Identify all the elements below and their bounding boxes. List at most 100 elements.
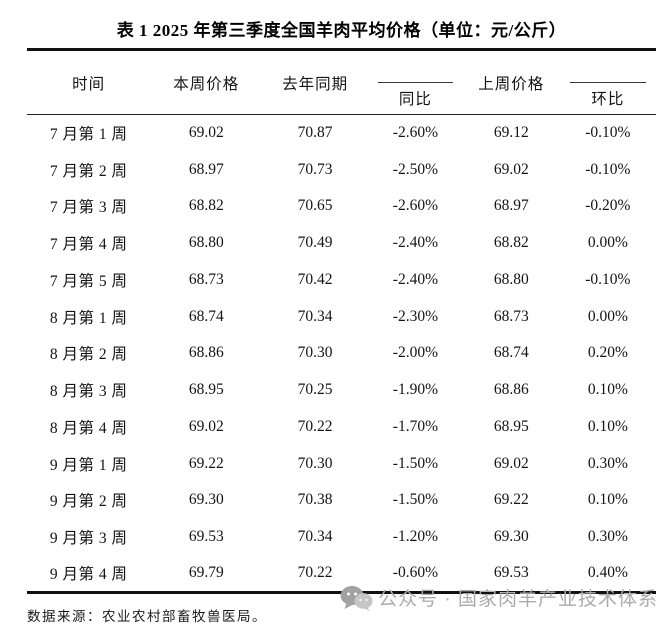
col-header-wow: 环比 bbox=[591, 91, 625, 109]
row-label: 7 月第 5 周 bbox=[49, 272, 128, 290]
cell-value: 69.22 bbox=[493, 491, 529, 509]
cell-value: 68.95 bbox=[188, 381, 224, 399]
wow-overline-cell bbox=[560, 50, 656, 83]
cell-value: 68.86 bbox=[188, 344, 224, 362]
col-header-time: 时间 bbox=[72, 75, 106, 93]
cell-value: 70.30 bbox=[297, 344, 333, 362]
cell-value: 68.73 bbox=[493, 307, 529, 325]
cell-value: 70.65 bbox=[297, 197, 333, 215]
cell-value: -2.00% bbox=[392, 344, 438, 362]
table-row: 9 月第 3 周 69.53 70.34 -1.20% 69.30 0.30% bbox=[27, 519, 656, 556]
wechat-icon bbox=[340, 585, 373, 611]
cell-value: 70.87 bbox=[297, 124, 333, 142]
watermark-text: 公众号 · 国家肉羊产业技术体系 bbox=[378, 589, 658, 610]
cell-value: -0.10% bbox=[585, 124, 631, 142]
row-label: 7 月第 1 周 bbox=[49, 126, 128, 144]
cell-value: 0.10% bbox=[587, 417, 628, 435]
table-row: 7 月第 2 周 68.97 70.73 -2.50% 69.02 -0.10% bbox=[27, 151, 656, 188]
row-label: 8 月第 4 周 bbox=[49, 419, 128, 437]
table-row: 8 月第 3 周 68.95 70.25 -1.90% 68.86 0.10% bbox=[27, 372, 656, 409]
table-row: 9 月第 2 周 69.30 70.38 -1.50% 69.22 0.10% bbox=[27, 482, 656, 519]
cell-value: -2.40% bbox=[392, 270, 438, 288]
cell-value: 0.10% bbox=[587, 381, 628, 399]
cell-value: 69.30 bbox=[188, 491, 224, 509]
cell-value: 68.82 bbox=[493, 234, 529, 252]
cell-value: 70.34 bbox=[297, 307, 333, 325]
cell-value: 70.49 bbox=[297, 234, 333, 252]
cell-value: 0.00% bbox=[587, 307, 628, 325]
table-row: 7 月第 4 周 68.80 70.49 -2.40% 68.82 0.00% bbox=[27, 225, 656, 262]
cell-value: 70.22 bbox=[297, 564, 333, 582]
cell-value: 68.97 bbox=[493, 197, 529, 215]
cell-value: -2.60% bbox=[392, 197, 438, 215]
cell-value: 69.12 bbox=[493, 124, 529, 142]
table-row: 7 月第 1 周 69.02 70.87 -2.60% 69.12 -0.10% bbox=[27, 115, 656, 152]
cell-value: 68.82 bbox=[188, 197, 224, 215]
cell-value: 0.30% bbox=[587, 528, 628, 546]
cell-value: 68.80 bbox=[493, 270, 529, 288]
table-row: 8 月第 4 周 69.02 70.22 -1.70% 68.95 0.10% bbox=[27, 409, 656, 446]
cell-value: 69.79 bbox=[188, 564, 224, 582]
table-row: 8 月第 2 周 68.86 70.30 -2.00% 68.74 0.20% bbox=[27, 335, 656, 372]
col-header-yoy: 同比 bbox=[398, 91, 432, 109]
row-label: 9 月第 2 周 bbox=[49, 493, 128, 511]
cell-value: -0.60% bbox=[392, 564, 438, 582]
data-source-note: 数据来源：农业农村部畜牧兽医局。 bbox=[27, 609, 267, 624]
row-label: 8 月第 2 周 bbox=[49, 346, 128, 364]
row-label: 7 月第 4 周 bbox=[49, 236, 128, 254]
cell-value: -2.60% bbox=[392, 124, 438, 142]
cell-value: 68.80 bbox=[188, 234, 224, 252]
cell-value: 69.02 bbox=[188, 124, 224, 142]
cell-value: 70.25 bbox=[297, 381, 333, 399]
cell-value: 69.53 bbox=[493, 564, 529, 582]
table-title: 表 1 2025 年第三季度全国羊肉平均价格（单位：元/公斤） bbox=[116, 21, 567, 40]
cell-value: -1.20% bbox=[392, 528, 438, 546]
table-row: 7 月第 5 周 68.73 70.42 -2.40% 68.80 -0.10% bbox=[27, 262, 656, 299]
cell-value: -2.50% bbox=[392, 160, 438, 178]
cell-value: 69.02 bbox=[493, 454, 529, 472]
cell-value: -1.70% bbox=[392, 417, 438, 435]
header-row-top: 时间 本周价格 去年同期 上周价格 bbox=[27, 50, 656, 93]
row-label: 9 月第 4 周 bbox=[49, 566, 128, 584]
col-header-last-week-price: 上周价格 bbox=[478, 75, 545, 93]
table-row: 7 月第 3 周 68.82 70.65 -2.60% 68.97 -0.20% bbox=[27, 188, 656, 225]
cell-value: 70.38 bbox=[297, 491, 333, 509]
cell-value: 0.10% bbox=[587, 491, 628, 509]
header-row-bottom: 同比 环比 bbox=[27, 83, 656, 115]
cell-value: -1.50% bbox=[392, 454, 438, 472]
cell-value: -0.10% bbox=[585, 160, 631, 178]
cell-value: 70.22 bbox=[297, 417, 333, 435]
row-label: 7 月第 3 周 bbox=[49, 199, 128, 217]
cell-value: 69.02 bbox=[188, 417, 224, 435]
cell-value: 69.02 bbox=[493, 160, 529, 178]
row-label: 7 月第 2 周 bbox=[49, 162, 128, 180]
cell-value: 70.73 bbox=[297, 160, 333, 178]
price-table-container: 时间 本周价格 去年同期 上周价格 同比 环比 7 月第 1 周 69.02 70.… bbox=[27, 48, 656, 594]
col-header-this-week-price: 本周价格 bbox=[173, 75, 240, 93]
cell-value: 70.34 bbox=[297, 528, 333, 546]
row-label: 8 月第 3 周 bbox=[49, 383, 128, 401]
cell-value: -1.90% bbox=[392, 381, 438, 399]
table-row: 8 月第 1 周 68.74 70.34 -2.30% 68.73 0.00% bbox=[27, 298, 656, 335]
cell-value: -2.30% bbox=[392, 307, 438, 325]
row-label: 8 月第 1 周 bbox=[49, 309, 128, 327]
cell-value: -1.50% bbox=[392, 491, 438, 509]
cell-value: 69.53 bbox=[188, 528, 224, 546]
row-label: 9 月第 3 周 bbox=[49, 530, 128, 548]
cell-value: 70.30 bbox=[297, 454, 333, 472]
table-header: 时间 本周价格 去年同期 上周价格 同比 环比 bbox=[27, 50, 656, 115]
table-row: 9 月第 1 周 69.22 70.30 -1.50% 69.02 0.30% bbox=[27, 445, 656, 482]
cell-value: -0.10% bbox=[585, 270, 631, 288]
yoy-divider-line bbox=[377, 81, 453, 83]
cell-value: 69.22 bbox=[188, 454, 224, 472]
cell-value: 68.74 bbox=[493, 344, 529, 362]
cell-value: 0.30% bbox=[587, 454, 628, 472]
cell-value: -2.40% bbox=[392, 234, 438, 252]
cell-value: 68.97 bbox=[188, 160, 224, 178]
cell-value: 68.95 bbox=[493, 417, 529, 435]
cell-value: 0.40% bbox=[587, 564, 628, 582]
cell-value: 0.20% bbox=[587, 344, 628, 362]
cell-value: 68.86 bbox=[493, 381, 529, 399]
cell-value: 68.74 bbox=[188, 307, 224, 325]
